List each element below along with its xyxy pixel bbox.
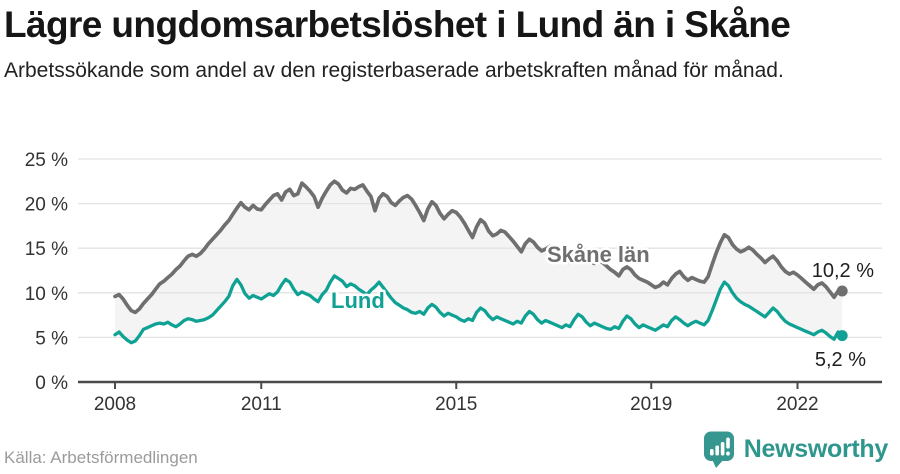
y-axis-label: 25 % [25,150,68,171]
page-title: Lägre ungdomsarbetslöshet i Lund än i Sk… [4,4,791,45]
y-axis-label: 0 % [35,373,68,394]
newsworthy-logo: Newsworthy [702,430,888,468]
y-axis-label: 15 % [25,239,68,260]
chart-header: Lägre ungdomsarbetslöshet i Lund än i Sk… [4,4,890,84]
x-axis-label: 2022 [776,394,818,415]
y-axis-label: 10 % [25,284,68,305]
series-line-lund [113,274,844,345]
fill-between-series [115,181,843,343]
chart-footer: Källa: Arbetsförmedlingen Newsworthy [4,430,888,468]
end-dot-skane-lan [836,285,848,297]
page-subtitle: Arbetssökande som andel av den registerb… [4,58,784,82]
source-note: Källa: Arbetsförmedlingen [4,448,198,467]
x-axis-label: 2011 [241,394,282,415]
series-label-lund: Lund [331,288,385,313]
unemployment-line-chart: 0 % 5 % 10 % 15 % 20 % 25 % 2008 2011 2015 2019 20… [25,150,882,415]
x-axis-label: 2008 [94,394,136,415]
x-axis-label: 2019 [630,394,672,415]
series-line-skane-lan [113,179,845,315]
y-axis-label: 20 % [25,195,68,216]
end-value-label-skane-lan: 10,2 % [812,260,874,282]
newsworthy-logo-text: Newsworthy [743,434,889,463]
bar-chart-pin-icon [703,431,734,468]
x-axis-label: 2015 [435,394,477,415]
end-value-label-lund: 5,2 % [815,349,866,371]
series-label-skane-lan: Skåne län [547,242,650,267]
y-axis-label: 5 % [35,328,68,349]
end-dot-lund [836,330,848,342]
